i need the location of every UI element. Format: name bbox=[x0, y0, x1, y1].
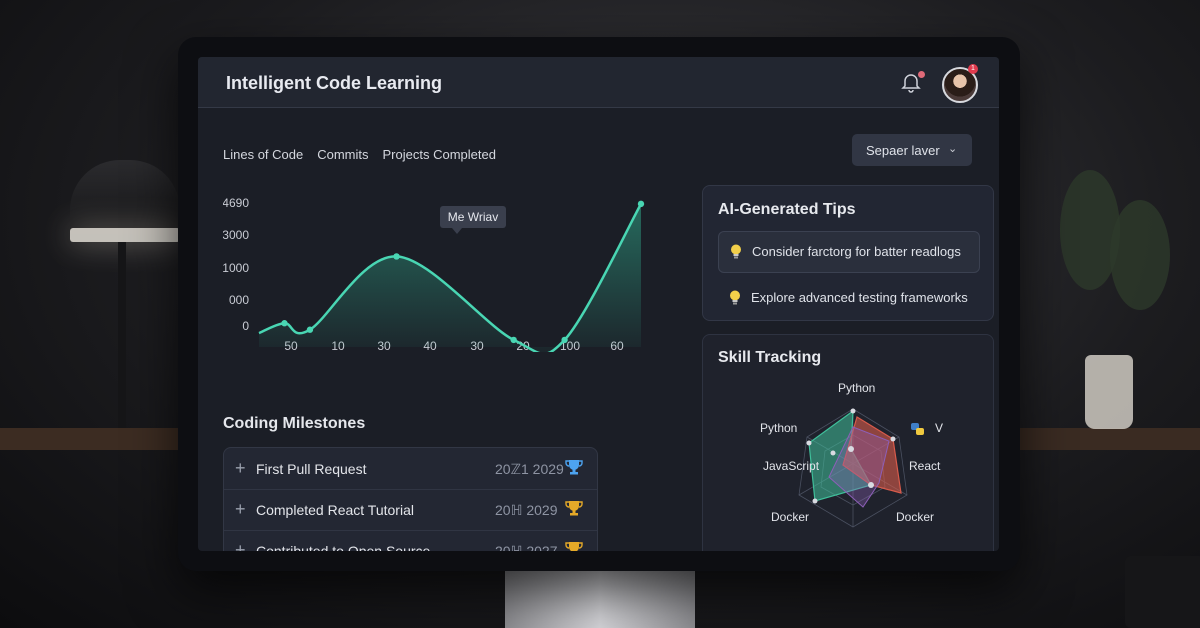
milestone-year: 20ℤ1 2029 bbox=[495, 461, 564, 477]
list-item[interactable]: + Contributed to Open Source 20ℍ 2027 bbox=[224, 530, 597, 551]
chart-data-point[interactable] bbox=[393, 253, 400, 260]
background-lamp-shade bbox=[70, 160, 180, 240]
view-dropdown[interactable]: Sepaer laver ⌄ bbox=[852, 134, 972, 166]
avatar-badge: 1 bbox=[968, 64, 978, 74]
plus-icon[interactable]: + bbox=[235, 540, 246, 551]
skill-tracking-title: Skill Tracking bbox=[718, 349, 822, 366]
background-lamp-light bbox=[70, 228, 180, 242]
chart-tooltip-text: Me Wriav bbox=[448, 210, 498, 224]
milestone-year: 20ℍ 2027 bbox=[495, 543, 558, 551]
trophy-icon bbox=[565, 501, 583, 516]
milestone-label: Completed React Tutorial bbox=[256, 502, 414, 518]
trophy-icon bbox=[565, 460, 583, 475]
tab-commits[interactable]: Commits bbox=[317, 147, 369, 162]
y-tick-label: 0 bbox=[242, 319, 249, 333]
chart-line bbox=[258, 203, 643, 352]
radar-label: Docker bbox=[771, 510, 809, 524]
top-bar: Intelligent Code Learning 1 bbox=[198, 57, 999, 108]
milestones-list: + First Pull Request 20ℤ1 2029 + Complet… bbox=[223, 447, 598, 551]
milestone-label: Contributed to Open Source bbox=[256, 543, 431, 551]
plus-icon[interactable]: + bbox=[235, 499, 246, 519]
tip-text: Explore advanced testing frameworks bbox=[751, 290, 968, 305]
chart-area-fill bbox=[259, 203, 641, 352]
background-shelf-left bbox=[0, 428, 190, 450]
background-shelf-right bbox=[1015, 428, 1200, 450]
monitor: Intelligent Code Learning 1 Lines of Cod… bbox=[178, 37, 1020, 571]
tip-item[interactable]: Consider farctorg for batter readlogs bbox=[718, 231, 980, 273]
chart-data-point[interactable] bbox=[281, 320, 288, 327]
tip-item[interactable]: Explore advanced testing frameworks bbox=[718, 278, 978, 318]
list-item[interactable]: + Completed React Tutorial 20ℍ 2029 bbox=[224, 489, 597, 531]
chart-data-point[interactable] bbox=[637, 200, 645, 208]
background-lamp-arm bbox=[118, 242, 126, 442]
notification-bell-icon[interactable] bbox=[900, 71, 925, 93]
monitor-stand bbox=[505, 570, 695, 628]
tips-title: AI-Generated Tips bbox=[718, 201, 856, 218]
milestone-label: First Pull Request bbox=[256, 461, 367, 477]
tip-text: Consider farctorg for batter readlogs bbox=[752, 244, 961, 259]
y-tick-label: 1000 bbox=[223, 261, 249, 275]
background-plant-pot bbox=[1085, 355, 1133, 429]
notification-dot bbox=[918, 71, 925, 78]
tab-projects-completed[interactable]: Projects Completed bbox=[382, 147, 496, 162]
dropdown-label: Sepaer laver bbox=[866, 143, 940, 158]
radar-label: React bbox=[909, 459, 941, 473]
chevron-down-icon: ⌄ bbox=[948, 143, 958, 155]
skill-radar-chart: Python Python JavaScript Docker Docker R… bbox=[760, 381, 943, 528]
chart-data-point[interactable] bbox=[306, 326, 314, 333]
radar-label: Python bbox=[760, 421, 797, 435]
milestones-title: Coding Milestones bbox=[223, 415, 366, 432]
app-screen: Intelligent Code Learning 1 Lines of Cod… bbox=[198, 57, 999, 551]
tab-lines-of-code[interactable]: Lines of Code bbox=[223, 147, 304, 162]
radar-label: Python bbox=[838, 381, 875, 395]
trophy-icon bbox=[565, 542, 583, 551]
y-tick-label: 4690 bbox=[223, 196, 249, 210]
ai-tips-card: AI-Generated Tips Consider farctorg for … bbox=[702, 185, 994, 321]
chart-tabs: Lines of Code Commits Projects Completed bbox=[223, 147, 496, 162]
chart-data-point[interactable] bbox=[510, 336, 517, 344]
y-tick-label: 000 bbox=[229, 293, 249, 307]
chart-data-point[interactable] bbox=[561, 336, 568, 344]
app-title: Intelligent Code Learning bbox=[226, 73, 443, 93]
radar-extra-label: V bbox=[935, 421, 943, 435]
user-avatar[interactable] bbox=[942, 67, 978, 103]
python-logo-icon bbox=[911, 423, 924, 435]
radar-label: Docker bbox=[896, 510, 934, 524]
radar-label: JavaScript bbox=[763, 459, 820, 473]
background-plant-leaf bbox=[1110, 200, 1170, 310]
skill-tracking-card: Skill Tracking Python bbox=[702, 334, 994, 551]
lightbulb-icon bbox=[731, 244, 741, 259]
lightbulb-icon bbox=[730, 290, 740, 305]
background-mug bbox=[1125, 556, 1200, 628]
chart-tooltip: Me Wriav bbox=[440, 206, 506, 234]
background-plant-leaf bbox=[1060, 170, 1120, 290]
list-item[interactable]: + First Pull Request 20ℤ1 2029 bbox=[224, 448, 597, 490]
y-tick-label: 3000 bbox=[223, 228, 249, 242]
milestone-year: 20ℍ 2029 bbox=[495, 502, 558, 518]
plus-icon[interactable]: + bbox=[235, 458, 246, 478]
